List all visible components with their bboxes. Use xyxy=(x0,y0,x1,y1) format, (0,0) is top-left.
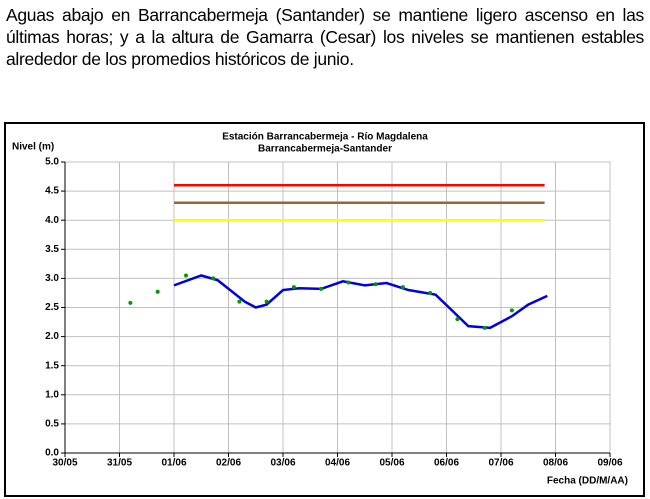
data-point xyxy=(455,317,460,322)
data-point xyxy=(428,290,433,295)
y-tick-label: 0.5 xyxy=(45,419,59,430)
data-point xyxy=(346,280,351,285)
y-tick-label: 1.0 xyxy=(45,389,59,400)
data-point xyxy=(211,276,216,281)
data-point xyxy=(291,285,296,290)
x-tick-label: 04/06 xyxy=(325,458,350,469)
data-point xyxy=(482,325,487,330)
x-axis-label: Fecha (DD/M/AA) xyxy=(547,476,628,487)
x-tick-label: 02/06 xyxy=(216,458,241,469)
x-tick-label: 03/06 xyxy=(270,458,295,469)
data-point xyxy=(509,308,514,313)
x-tick-label: 06/06 xyxy=(434,458,459,469)
chart-frame xyxy=(4,122,645,497)
y-tick-label: 3.5 xyxy=(45,244,59,255)
y-tick-label: 1.5 xyxy=(45,360,59,371)
y-tick-label: 2.0 xyxy=(45,331,59,342)
paragraph: Aguas abajo en Barrancabermeja (Santande… xyxy=(6,5,644,69)
data-point xyxy=(128,300,133,305)
x-tick-label: 30/05 xyxy=(52,458,77,469)
data-point xyxy=(155,289,160,294)
y-tick-label: 3.0 xyxy=(45,273,59,284)
data-point xyxy=(319,286,324,291)
y-tick-label: 5.0 xyxy=(45,157,59,168)
x-tick-label: 01/06 xyxy=(161,458,186,469)
chart-subtitle: Barrancabermeja-Santander xyxy=(258,144,392,155)
x-tick-label: 31/05 xyxy=(107,458,132,469)
data-point xyxy=(183,273,188,278)
y-axis-label: Nivel (m) xyxy=(12,142,54,153)
data-point xyxy=(237,299,242,304)
data-point xyxy=(373,282,378,287)
chart-title: Estación Barrancabermeja - Río Magdalena xyxy=(222,132,428,143)
y-tick-label: 4.0 xyxy=(45,215,59,226)
x-tick-label: 09/06 xyxy=(597,458,622,469)
data-point xyxy=(400,285,405,290)
data-point xyxy=(264,299,269,304)
y-tick-label: 2.5 xyxy=(45,302,59,313)
x-tick-label: 05/06 xyxy=(379,458,404,469)
x-tick-label: 07/06 xyxy=(488,458,513,469)
x-tick-label: 08/06 xyxy=(543,458,568,469)
y-tick-label: 0.0 xyxy=(45,448,59,459)
y-tick-label: 4.5 xyxy=(45,186,59,197)
